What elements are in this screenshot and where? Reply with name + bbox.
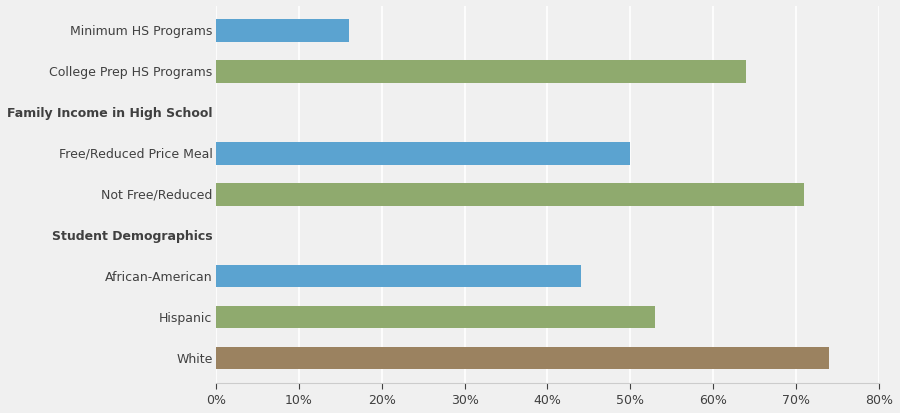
Bar bbox=[216, 306, 655, 329]
Bar bbox=[216, 20, 348, 43]
Text: Not Free/Reduced: Not Free/Reduced bbox=[101, 188, 212, 201]
Bar bbox=[216, 61, 746, 83]
Bar bbox=[216, 265, 580, 288]
Bar bbox=[216, 184, 805, 206]
Text: Minimum HS Programs: Minimum HS Programs bbox=[70, 25, 212, 38]
Text: African-American: African-American bbox=[105, 270, 212, 283]
Text: College Prep HS Programs: College Prep HS Programs bbox=[50, 66, 212, 79]
Text: White: White bbox=[176, 352, 212, 365]
Text: Family Income in High School: Family Income in High School bbox=[7, 107, 212, 120]
Bar bbox=[216, 347, 829, 370]
Bar bbox=[216, 143, 630, 165]
Text: Student Demographics: Student Demographics bbox=[52, 229, 212, 242]
Text: Free/Reduced Price Meal: Free/Reduced Price Meal bbox=[58, 147, 212, 161]
Text: Hispanic: Hispanic bbox=[159, 311, 212, 324]
